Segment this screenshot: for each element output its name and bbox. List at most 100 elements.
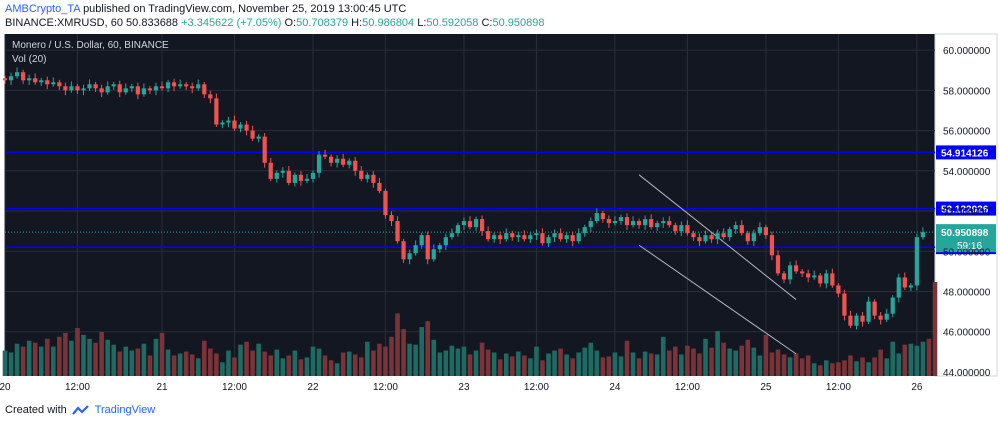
volume-bar (407, 343, 412, 376)
low-label: L: (417, 17, 427, 29)
candle-body (431, 249, 436, 260)
volume-bar (896, 353, 902, 376)
volume-bar (757, 355, 763, 376)
volume-bar (262, 351, 267, 376)
volume-bar (739, 345, 745, 376)
time-tick-label: 12:00 (826, 382, 851, 393)
candle-body (171, 82, 177, 87)
candle-body (341, 158, 346, 165)
volume-bar (256, 343, 261, 376)
time-tick-label: 26 (911, 382, 923, 393)
price-tick-label: 58.000000 (943, 86, 991, 97)
footer: Created with TradingView (5, 404, 155, 416)
candle-body (202, 84, 207, 95)
volume-bar (799, 358, 805, 376)
volume-bar (63, 332, 68, 376)
candle-body (111, 84, 116, 87)
candle-body (709, 235, 714, 240)
volume-bar (534, 346, 539, 376)
volume-bar (467, 354, 473, 376)
volume-bar (817, 365, 823, 376)
candle-body (516, 235, 521, 238)
time-tick-label: 23 (458, 382, 470, 393)
grid-lines (4, 34, 935, 376)
volume-bar (365, 341, 370, 376)
candle-body (691, 233, 696, 238)
volume-bar (552, 350, 557, 376)
candle-body (830, 273, 835, 286)
open-label: O: (284, 17, 297, 29)
candle-body (836, 285, 841, 294)
volume-bar (455, 348, 461, 376)
volume-bar (75, 328, 80, 376)
candle-countdown: 59:16 (957, 241, 982, 252)
volume-bar (630, 352, 636, 376)
current-price-label: 50.950898 (941, 228, 989, 239)
volume-bar (540, 360, 545, 376)
volume-bar (624, 340, 630, 376)
candle-body (570, 235, 575, 242)
author-link[interactable]: AMBCrypto_TA (5, 3, 80, 15)
candle-body (304, 178, 310, 181)
volume-bar (334, 363, 340, 376)
volume-bar (830, 363, 835, 376)
candle-body (27, 78, 32, 81)
volume-bar (123, 346, 129, 376)
candle-body (636, 221, 642, 226)
time-tick-label: 20 (0, 382, 11, 393)
candle-body (733, 225, 738, 230)
tradingview-brand[interactable]: TradingView (94, 404, 156, 416)
tradingview-logo-icon (71, 405, 89, 415)
volume-bar (781, 354, 787, 376)
ohlc-line: BINANCE:XMRUSD, 60 50.833688 +3.345622 (… (5, 17, 544, 29)
candle-body (413, 245, 418, 254)
candle-body (401, 241, 406, 260)
volume-bar (516, 351, 521, 376)
candle-body (920, 232, 926, 238)
candle-body (51, 82, 56, 85)
volume-bar (51, 346, 56, 376)
candle-body (757, 227, 762, 234)
volume-bar (322, 355, 328, 376)
candle-body (159, 86, 165, 89)
candlestick-chart[interactable]: 54.91412652.12202650.20501650.95089859:1… (0, 32, 1000, 402)
candle-body (866, 301, 871, 322)
volume-bar (69, 340, 74, 376)
candle-body (630, 221, 636, 226)
candle-body (298, 174, 304, 181)
volume-bar (165, 349, 171, 376)
candle-body (582, 227, 587, 234)
volume-bar (860, 357, 865, 376)
volume-bar (135, 348, 141, 376)
candle-body (33, 78, 38, 83)
level-price-label: 52.122026 (941, 205, 989, 216)
candle-body (449, 233, 454, 238)
volume-bar (286, 355, 292, 376)
volume-bar (214, 353, 219, 376)
candle-body (21, 72, 26, 81)
volume-bar (238, 344, 243, 376)
candle-body (558, 233, 563, 240)
volume-bar (703, 338, 708, 376)
volume-bar (419, 327, 424, 376)
price-axis-labels: 60.000000 58.000000 56.000000 54.000000 52.0… (943, 46, 991, 379)
volume-bar (697, 353, 702, 376)
candle-body (69, 86, 74, 91)
candle-body (618, 217, 624, 222)
candle-body (153, 86, 159, 91)
time-axis-labels: 20 12:00 21 12:00 22 12:00 23 12:00 24 12:00 25 12:… (0, 382, 923, 393)
volume-bar (842, 360, 847, 376)
volume-bar (26, 340, 32, 376)
candle-body (703, 235, 708, 242)
horizontal-levels: 54.91412652.12202650.20501650.95089859:1… (5, 145, 996, 255)
volume-bar (902, 344, 908, 376)
candle-body (522, 235, 527, 240)
volume-bar (346, 351, 352, 376)
close-value: 50.950898 (492, 17, 545, 29)
candle-body (806, 273, 811, 278)
plot-area[interactable] (5, 34, 935, 376)
volume-bar (582, 347, 588, 376)
price-tick-label: 56.000000 (943, 127, 991, 138)
volume-bar (244, 341, 249, 376)
volume-bar (564, 354, 569, 376)
